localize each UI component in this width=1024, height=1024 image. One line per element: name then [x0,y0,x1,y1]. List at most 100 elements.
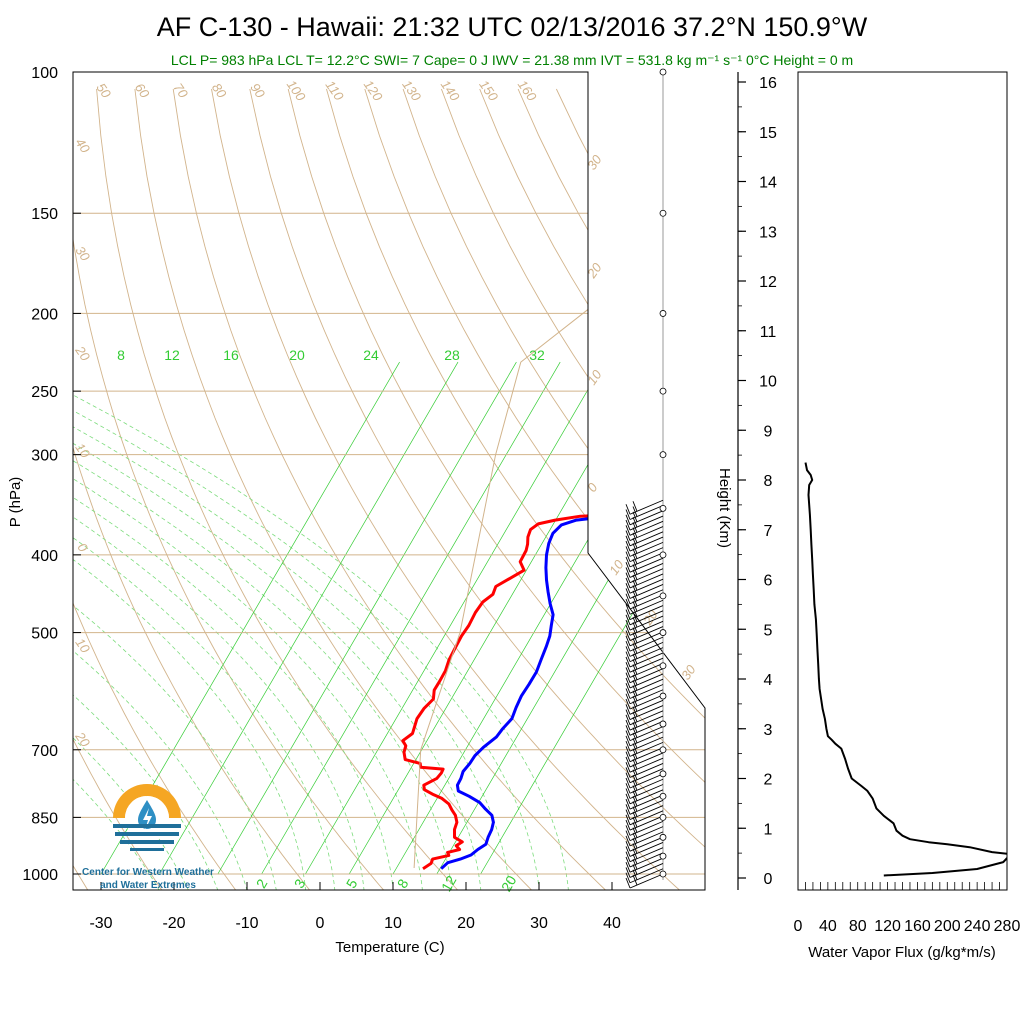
wind-barb [625,805,664,820]
skew-t-plot: 50 60 70 80 90 100 110 120 130 140 150 160403020100… [7,65,1024,956]
wind-barb [625,536,664,552]
x-tick-label: 20 [457,915,475,932]
temperature-line [401,492,615,870]
dry-adiabat-line [96,88,459,890]
wind-barb [625,831,664,847]
wind-barb [625,520,664,536]
dry-adiabat-line [287,88,705,890]
flux-tick-label: 200 [934,918,961,935]
x-tick-label: 0 [316,915,325,932]
flux-axis-label: Water Vapor Flux (g/kg*m/s) [808,944,996,961]
wind-barb [625,547,664,563]
wind-barb [625,694,664,710]
wind-barb [625,731,664,747]
logo-sun-arc-icon [113,784,181,818]
height-tick-label: 12 [759,274,777,291]
height-tick-label: 8 [764,473,773,490]
wind-barb [625,752,664,768]
wind-barb [625,563,664,578]
wind-barb [625,615,664,631]
dry-adiabats [73,88,1024,891]
moist-adiabat-line [73,330,365,890]
chart-subtitle: LCL P= 983 hPa LCL T= 12.2°C SWI= 7 Cape… [171,52,853,68]
wind-barb [625,678,664,694]
mixing-ratio-line [261,361,561,875]
wind-barb [625,815,664,831]
dry-adiabat-line [134,88,533,890]
wind-barb [625,647,664,663]
wind-barb [625,715,664,731]
height-tick-label: 5 [764,622,773,639]
height-tick-label: 7 [764,523,773,540]
calm-wind-marker [659,551,667,559]
logo-line1: Center for Western Weather [82,867,214,878]
mixing-ratio-label-top: 20 [289,347,305,363]
wind-barb [625,710,664,726]
moist-adiabat-line [73,330,569,890]
theta-label-top: 110 [323,78,348,104]
moist-adiabat-line [73,330,423,890]
wind-barb [625,705,664,720]
theta-label-left: 30 [72,243,93,264]
theta-label-top: 70 [170,80,191,101]
dry-adiabat-line [73,88,385,890]
height-tick-label: 2 [764,772,773,789]
theta-label-left: 20 [72,342,94,364]
mixing-ratio-line [348,361,649,875]
mixing-ratio-line [436,361,705,875]
dry-adiabat-line [364,88,705,890]
flux-frame [797,71,1008,891]
wind-barb [625,784,664,799]
calm-wind-marker [659,792,667,800]
wind-barb [625,684,664,699]
y-tick-label: 250 [31,384,58,401]
y-tick-label: 700 [31,743,58,760]
mixing-ratio-label-bottom: 5 [343,876,361,891]
chart-title: AF C-130 - Hawaii: 21:32 UTC 02/13/2016 … [157,12,868,42]
calm-wind-marker [659,387,667,395]
wind-barb [625,531,664,547]
dry-adiabat-line [748,89,1024,891]
wind-barb [625,641,664,657]
flux-tick-label: 40 [819,918,837,935]
moist-adiabat-label: 20 [583,260,605,282]
theta-label-top: 100 [284,77,309,104]
moist-adiabat-line [73,330,307,890]
wind-barb [625,594,664,610]
dry-adiabat-line [555,88,705,890]
y-tick-label: 850 [31,810,58,827]
wind-barb [625,863,664,878]
theta-label-top: 60 [132,80,153,101]
height-tick-label: 1 [764,821,773,838]
wind-barb [625,857,664,873]
wind-barb [625,526,664,541]
calm-wind-marker [659,504,667,512]
mixing-ratio-label-top: 8 [117,347,125,363]
dry-adiabat-line [326,88,705,890]
theta-label-top: 140 [438,77,463,104]
moist-adiabat-line [73,330,336,890]
wind-barb [625,636,664,652]
moist-adiabat-line [73,330,219,890]
calm-wind-marker [659,770,667,778]
wind-barb [625,847,664,863]
wind-barb [625,794,664,810]
y-tick-label: 400 [31,548,58,565]
flux-tick-label: 280 [994,918,1021,935]
height-tick-label: 11 [760,324,777,341]
dry-adiabat-line [710,89,1024,891]
wind-barb [625,515,664,531]
calm-wind-marker [659,833,667,841]
mixing-ratio-label-bottom: 2 [253,876,271,891]
isobars [73,72,705,875]
wind-barb [625,505,664,520]
flux-series [804,462,1007,877]
flux-tick-label: 0 [794,918,803,935]
height-tick-label: 0 [764,871,773,888]
theta-label-left: 0 [74,540,91,555]
wind-barb [625,541,664,557]
calm-wind-marker [659,451,667,459]
height-tick-label: 3 [764,722,773,739]
